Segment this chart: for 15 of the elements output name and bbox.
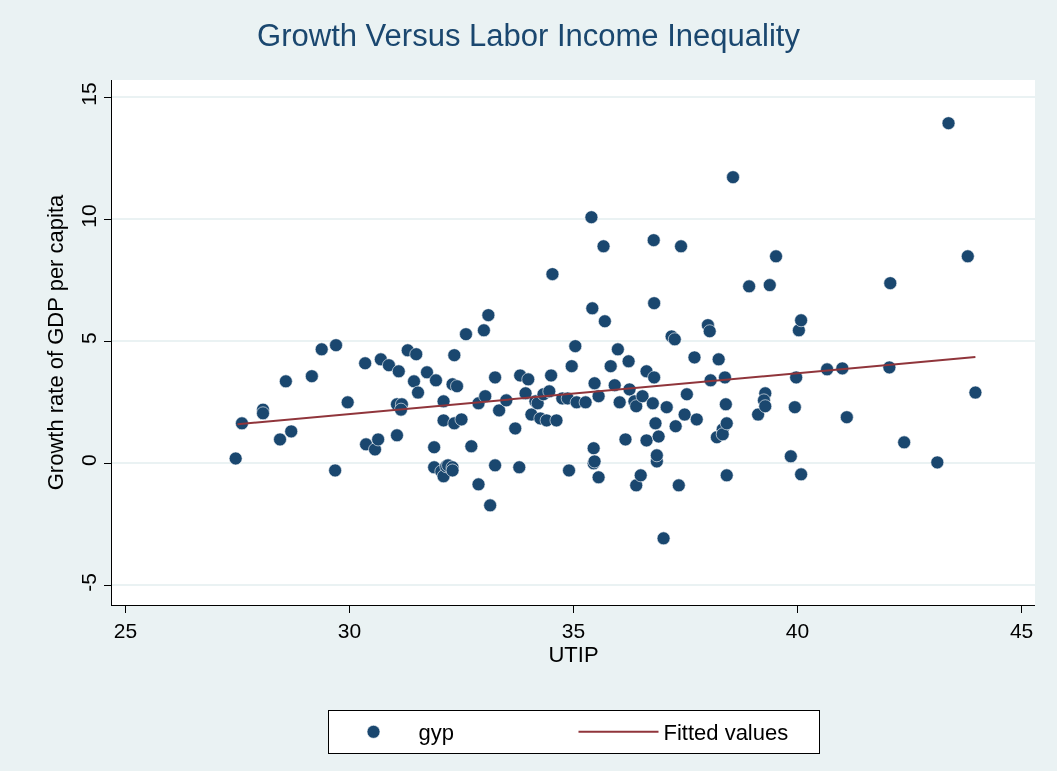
x-tick-label: 45: [1009, 619, 1034, 643]
legend-label: gyp: [418, 720, 454, 746]
y-tick-label: -5: [76, 572, 100, 592]
x-tick-label: 30: [337, 619, 362, 643]
y-tick-label: 5: [76, 332, 100, 344]
legend-label: Fitted values: [663, 720, 789, 746]
chart-title: Growth Versus Labor Income Inequality: [257, 17, 801, 53]
x-tick-label: 35: [561, 619, 586, 643]
x-tick-label: 25: [113, 619, 138, 643]
x-axis-title: UTIP: [548, 642, 599, 668]
x-tick-label: 40: [785, 619, 810, 643]
y-axis-title: Growth rate of GDP per capita: [43, 193, 69, 491]
y-tick-label: 0: [76, 454, 100, 467]
y-tick-label: 10: [76, 204, 100, 228]
y-tick-label: 15: [76, 82, 100, 106]
